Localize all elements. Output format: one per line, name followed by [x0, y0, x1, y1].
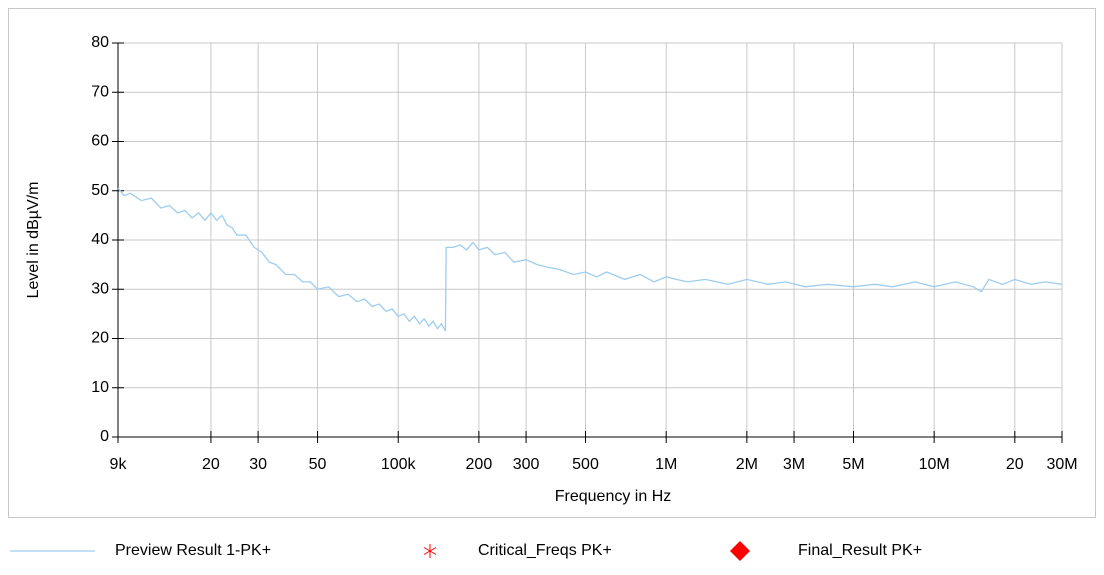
legend-label: Critical_Freqs PK+	[478, 542, 612, 559]
y-tick-label: 20	[91, 330, 109, 347]
y-tick-label: 50	[91, 182, 109, 199]
x-tick-label: 20	[202, 456, 220, 473]
x-tick-label: 200	[466, 456, 493, 473]
y-tick-label: 60	[91, 133, 109, 150]
x-tick-label: 30	[249, 456, 267, 473]
x-tick-label: 100k	[381, 456, 417, 473]
y-tick-label: 70	[91, 83, 109, 100]
data-line	[117, 187, 1063, 332]
x-tick-label: 9k	[110, 456, 128, 473]
x-tick-label: 3M	[783, 456, 805, 473]
x-tick-label: 2M	[736, 456, 758, 473]
x-tick-label: 1M	[655, 456, 677, 473]
x-tick-label: 500	[572, 456, 599, 473]
x-axis-label: Frequency in Hz	[555, 488, 672, 505]
x-tick-label: 30M	[1046, 456, 1077, 473]
y-tick-label: 0	[100, 428, 109, 445]
y-tick-label: 30	[91, 280, 109, 297]
y-tick-label: 10	[91, 379, 109, 396]
legend-label: Final_Result PK+	[798, 542, 922, 559]
legend-asterisk	[423, 547, 437, 555]
y-tick-label: 40	[91, 231, 109, 248]
x-tick-label: 5M	[842, 456, 864, 473]
chart-border	[8, 8, 1096, 518]
x-tick-label: 50	[309, 456, 327, 473]
x-tick-label: 20	[1006, 456, 1024, 473]
x-tick-label: 10M	[919, 456, 950, 473]
x-tick-label: 300	[513, 456, 540, 473]
y-axis-label: Level in dBµV/m	[25, 182, 42, 299]
legend-diamond	[730, 541, 750, 561]
y-tick-label: 80	[91, 34, 109, 51]
legend-label: Preview Result 1-PK+	[115, 542, 271, 559]
